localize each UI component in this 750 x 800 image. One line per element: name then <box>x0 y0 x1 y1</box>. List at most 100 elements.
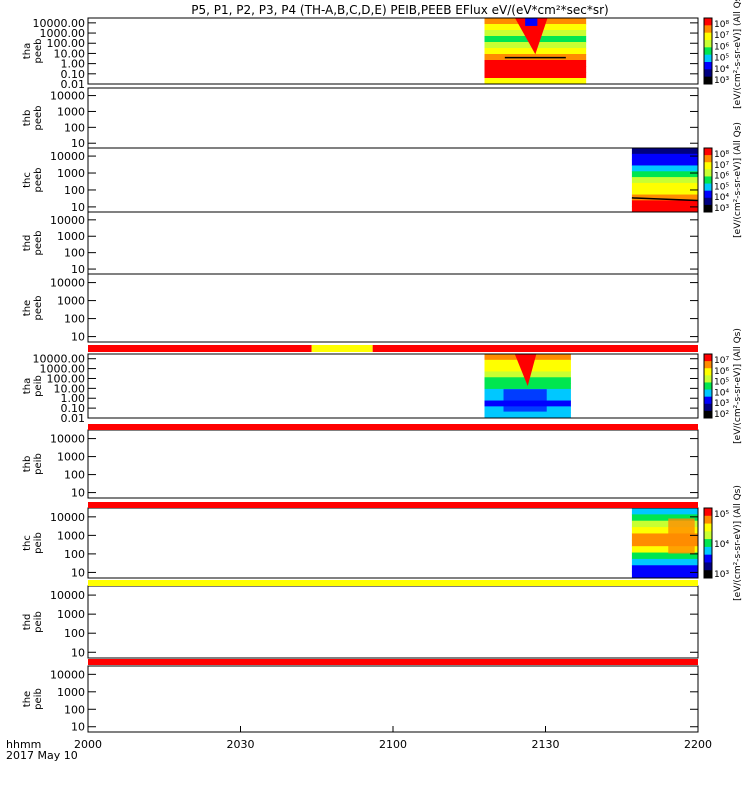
colorbar-frame <box>703 353 713 419</box>
spectrogram-band <box>631 200 698 207</box>
panel-label: thd peib <box>22 611 44 633</box>
colorbar-unit-label: [eV/(cm²-s-sr-eV)] (All Qs) <box>733 122 743 238</box>
y-tick-label: 10000 <box>50 214 85 227</box>
spectrogram-band <box>631 206 698 213</box>
flag-segment <box>88 502 698 508</box>
colorbar-swatch <box>704 176 712 185</box>
panel-label: thb peib <box>22 453 44 475</box>
spectrogram-feature <box>525 18 538 26</box>
colorbar-swatch <box>704 403 712 412</box>
colorbar-tick-label: 10³ <box>714 570 729 580</box>
colorbar-tick-label: 10⁸ <box>714 150 729 160</box>
colorbar-swatch <box>704 410 712 419</box>
panel-stack: 10000.001000.00100.0010.001.000.100.01th… <box>22 17 699 734</box>
spectrogram-band <box>631 188 698 196</box>
y-tick-label: 100 <box>64 627 85 640</box>
panel-the-peeb: 10000 1000 100 10 the peeb <box>22 273 699 344</box>
panel-label: tha peeb <box>22 39 44 64</box>
panel-frame <box>87 585 699 659</box>
flag-segment <box>88 345 312 352</box>
colorbar-tick-label: 10⁶ <box>714 367 729 377</box>
panel-the-peib: 10000 1000 100 10 the peib <box>22 665 699 734</box>
panel-thd-peib: 10000 1000 100 10 thd peib <box>22 585 699 659</box>
spectrogram-band <box>631 171 698 178</box>
colorbar-swatch <box>704 148 712 156</box>
colorbar-swatch <box>704 40 712 48</box>
y-tick-label: 1000 <box>57 230 85 243</box>
y-tick-label: 10.00 <box>54 382 86 395</box>
panel-frame <box>87 87 699 149</box>
panel-label-product: peib <box>33 375 44 397</box>
colorbar-swatch <box>704 382 712 391</box>
flag-bar <box>88 502 698 508</box>
y-tick-label: 0.01 <box>61 78 86 91</box>
colorbar-swatch <box>704 32 712 41</box>
spectrogram-tha-peeb <box>484 18 587 85</box>
y-tick-label: 10000.00 <box>33 17 86 30</box>
spectrogram-band <box>631 565 698 573</box>
panel-frame <box>87 211 699 275</box>
panel-label: thc peib <box>22 532 44 554</box>
colorbar-unit-label: [eV/(cm²-s-sr-eV)] (All Qs) <box>733 485 743 601</box>
spectrogram-feature <box>503 389 547 412</box>
x-axis-label: hhmm <box>6 738 41 751</box>
figure-title: P5, P1, P2, P3, P4 (TH-A,B,C,D,E) PEIB,P… <box>191 3 608 17</box>
spectrogram-band <box>631 153 698 161</box>
y-tick-label: 1000 <box>57 295 85 308</box>
spectrogram-band <box>484 72 587 79</box>
panel-thc-peib: 10000 1000 100 10 thc peib <box>22 507 699 579</box>
colorbar-tick-label: 10⁵ <box>714 378 729 388</box>
y-tick-label: 10000 <box>50 90 85 103</box>
panel-frame <box>87 353 699 419</box>
spectrogram-thc-peeb <box>631 148 699 213</box>
colorbar-swatch <box>704 354 712 362</box>
colorbar-swatch <box>704 54 712 63</box>
colorbar-swatch <box>704 169 712 177</box>
panel-frame <box>87 665 699 733</box>
spectrogram-band <box>631 194 698 201</box>
y-tick-label: 10000 <box>50 511 85 524</box>
spectrogram-feature <box>515 18 548 55</box>
panel-label: thd peeb <box>22 231 44 256</box>
y-tick-label: 1000.00 <box>40 27 86 40</box>
y-tick-label: 10000 <box>50 150 85 163</box>
y-tick-label: 100 <box>64 548 85 561</box>
colorbar-swatch <box>704 204 712 213</box>
x-tick-label: 2200 <box>684 738 712 751</box>
colorbar-tick-label: 10⁷ <box>714 161 729 171</box>
flag-bar <box>88 580 698 586</box>
y-tick-label: 10000 <box>50 433 85 446</box>
colorbar-tick-label: 10⁴ <box>714 65 729 75</box>
colorbar-swatch <box>704 508 712 517</box>
panel-frame <box>87 273 699 343</box>
flag-segment <box>311 345 373 352</box>
spectrogram-band <box>631 165 698 172</box>
colorbar-swatch <box>704 47 712 56</box>
spectrogram-band <box>631 552 698 560</box>
panel-thb-peib: 10000 1000 100 10 thb peib <box>22 429 699 500</box>
colorbar-swatch <box>704 368 712 376</box>
colorbar-tick-label: 10² <box>714 410 729 420</box>
colorbar-tick-label: 10³ <box>714 204 729 214</box>
spectrogram-band <box>631 177 698 184</box>
spectrogram-band <box>631 571 698 579</box>
y-tick-label: 10000.00 <box>33 353 86 366</box>
y-tick-label: 1000.00 <box>40 363 86 376</box>
y-tick-label: 100 <box>64 247 85 260</box>
colorbar-tick-label: 10⁶ <box>714 172 729 182</box>
colorbar-swatch <box>704 69 712 78</box>
spectrogram-band <box>631 539 698 547</box>
spectrogram-band <box>631 527 698 534</box>
colorbar-frame <box>703 507 713 579</box>
x-tick-label: 2130 <box>532 738 560 751</box>
colorbar-swatch <box>704 562 712 571</box>
colorbar-unit: [eV/(cm²-s-sr-eV)] (All Qs) <box>733 485 743 601</box>
panel-label-product: peib <box>33 453 44 475</box>
flag-bar <box>88 345 698 352</box>
spectrogram-feature <box>631 197 699 202</box>
